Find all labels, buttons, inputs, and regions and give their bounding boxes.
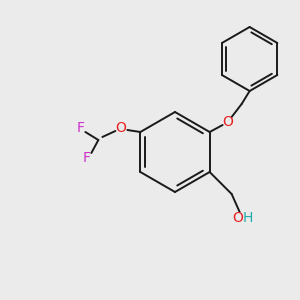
Text: O: O <box>232 211 243 225</box>
Text: O: O <box>115 121 126 135</box>
Text: F: F <box>82 151 90 165</box>
Text: H: H <box>242 211 253 225</box>
Text: F: F <box>76 121 84 135</box>
Text: O: O <box>222 115 233 129</box>
